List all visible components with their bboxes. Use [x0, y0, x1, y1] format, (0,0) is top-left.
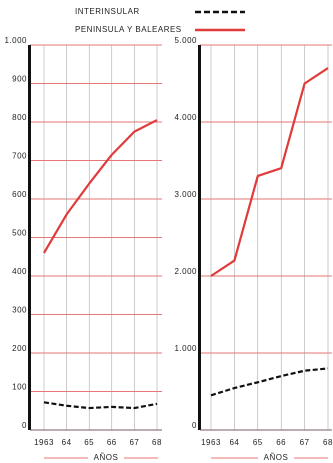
- y-tick-label: 0: [22, 421, 27, 430]
- x-tick-label: 67: [300, 438, 310, 447]
- x-axis-label: AÑOS: [94, 453, 119, 462]
- series-line: [43, 401, 158, 410]
- y-axis: [198, 45, 201, 430]
- y-axis: [28, 45, 31, 430]
- x-tick-label: 68: [152, 438, 162, 447]
- x-tick-label: 1963: [34, 438, 54, 447]
- y-tick-label: 100: [12, 383, 27, 392]
- y-tick-label: 700: [12, 152, 27, 161]
- y-tick-label: 1.000: [4, 36, 27, 45]
- x-tick-label: 64: [62, 438, 72, 447]
- y-tick-label: 300: [12, 306, 27, 315]
- y-tick-label: 600: [12, 190, 27, 199]
- y-tick-label: 0: [192, 421, 197, 430]
- x-tick-label: 65: [84, 438, 94, 447]
- series-line: [43, 119, 158, 254]
- x-tick-label: 1963: [201, 438, 221, 447]
- x-tick-label: 68: [323, 438, 333, 447]
- y-tick-label: 400: [12, 267, 27, 276]
- y-tick-label: 800: [12, 113, 27, 122]
- y-tick-label: 5.000: [174, 36, 197, 45]
- series-line: [210, 367, 329, 397]
- y-tick-label: 4.000: [174, 113, 197, 122]
- y-tick-label: 900: [12, 75, 27, 84]
- y-tick-label: 200: [12, 344, 27, 353]
- x-tick-label: 65: [253, 438, 263, 447]
- x-tick-label: 66: [107, 438, 117, 447]
- y-tick-label: 500: [12, 229, 27, 238]
- legend-label: INTERINSULAR: [75, 7, 140, 16]
- y-tick-label: 1.000: [174, 344, 197, 353]
- x-tick-label: 66: [276, 438, 286, 447]
- x-axis-label: AÑOS: [264, 453, 289, 462]
- y-tick-label: 3.000: [174, 190, 197, 199]
- x-tick-label: 67: [129, 438, 139, 447]
- x-tick-label: 64: [229, 438, 239, 447]
- series-line: [210, 67, 329, 277]
- legend-label: PENINSULA Y BALEARES: [75, 25, 182, 34]
- y-tick-label: 2.000: [174, 267, 197, 276]
